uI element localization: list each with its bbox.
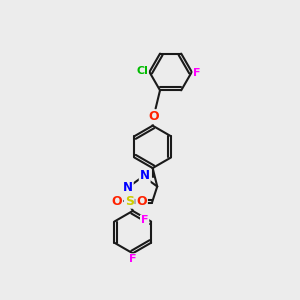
Text: O: O <box>148 110 159 123</box>
Text: N: N <box>123 181 133 194</box>
Text: F: F <box>129 254 136 264</box>
Text: F: F <box>141 215 148 225</box>
Text: F: F <box>194 68 201 78</box>
Text: O: O <box>112 195 122 208</box>
Text: S: S <box>125 195 134 208</box>
Text: Cl: Cl <box>136 66 148 76</box>
Text: O: O <box>136 195 147 208</box>
Text: N: N <box>140 169 150 182</box>
